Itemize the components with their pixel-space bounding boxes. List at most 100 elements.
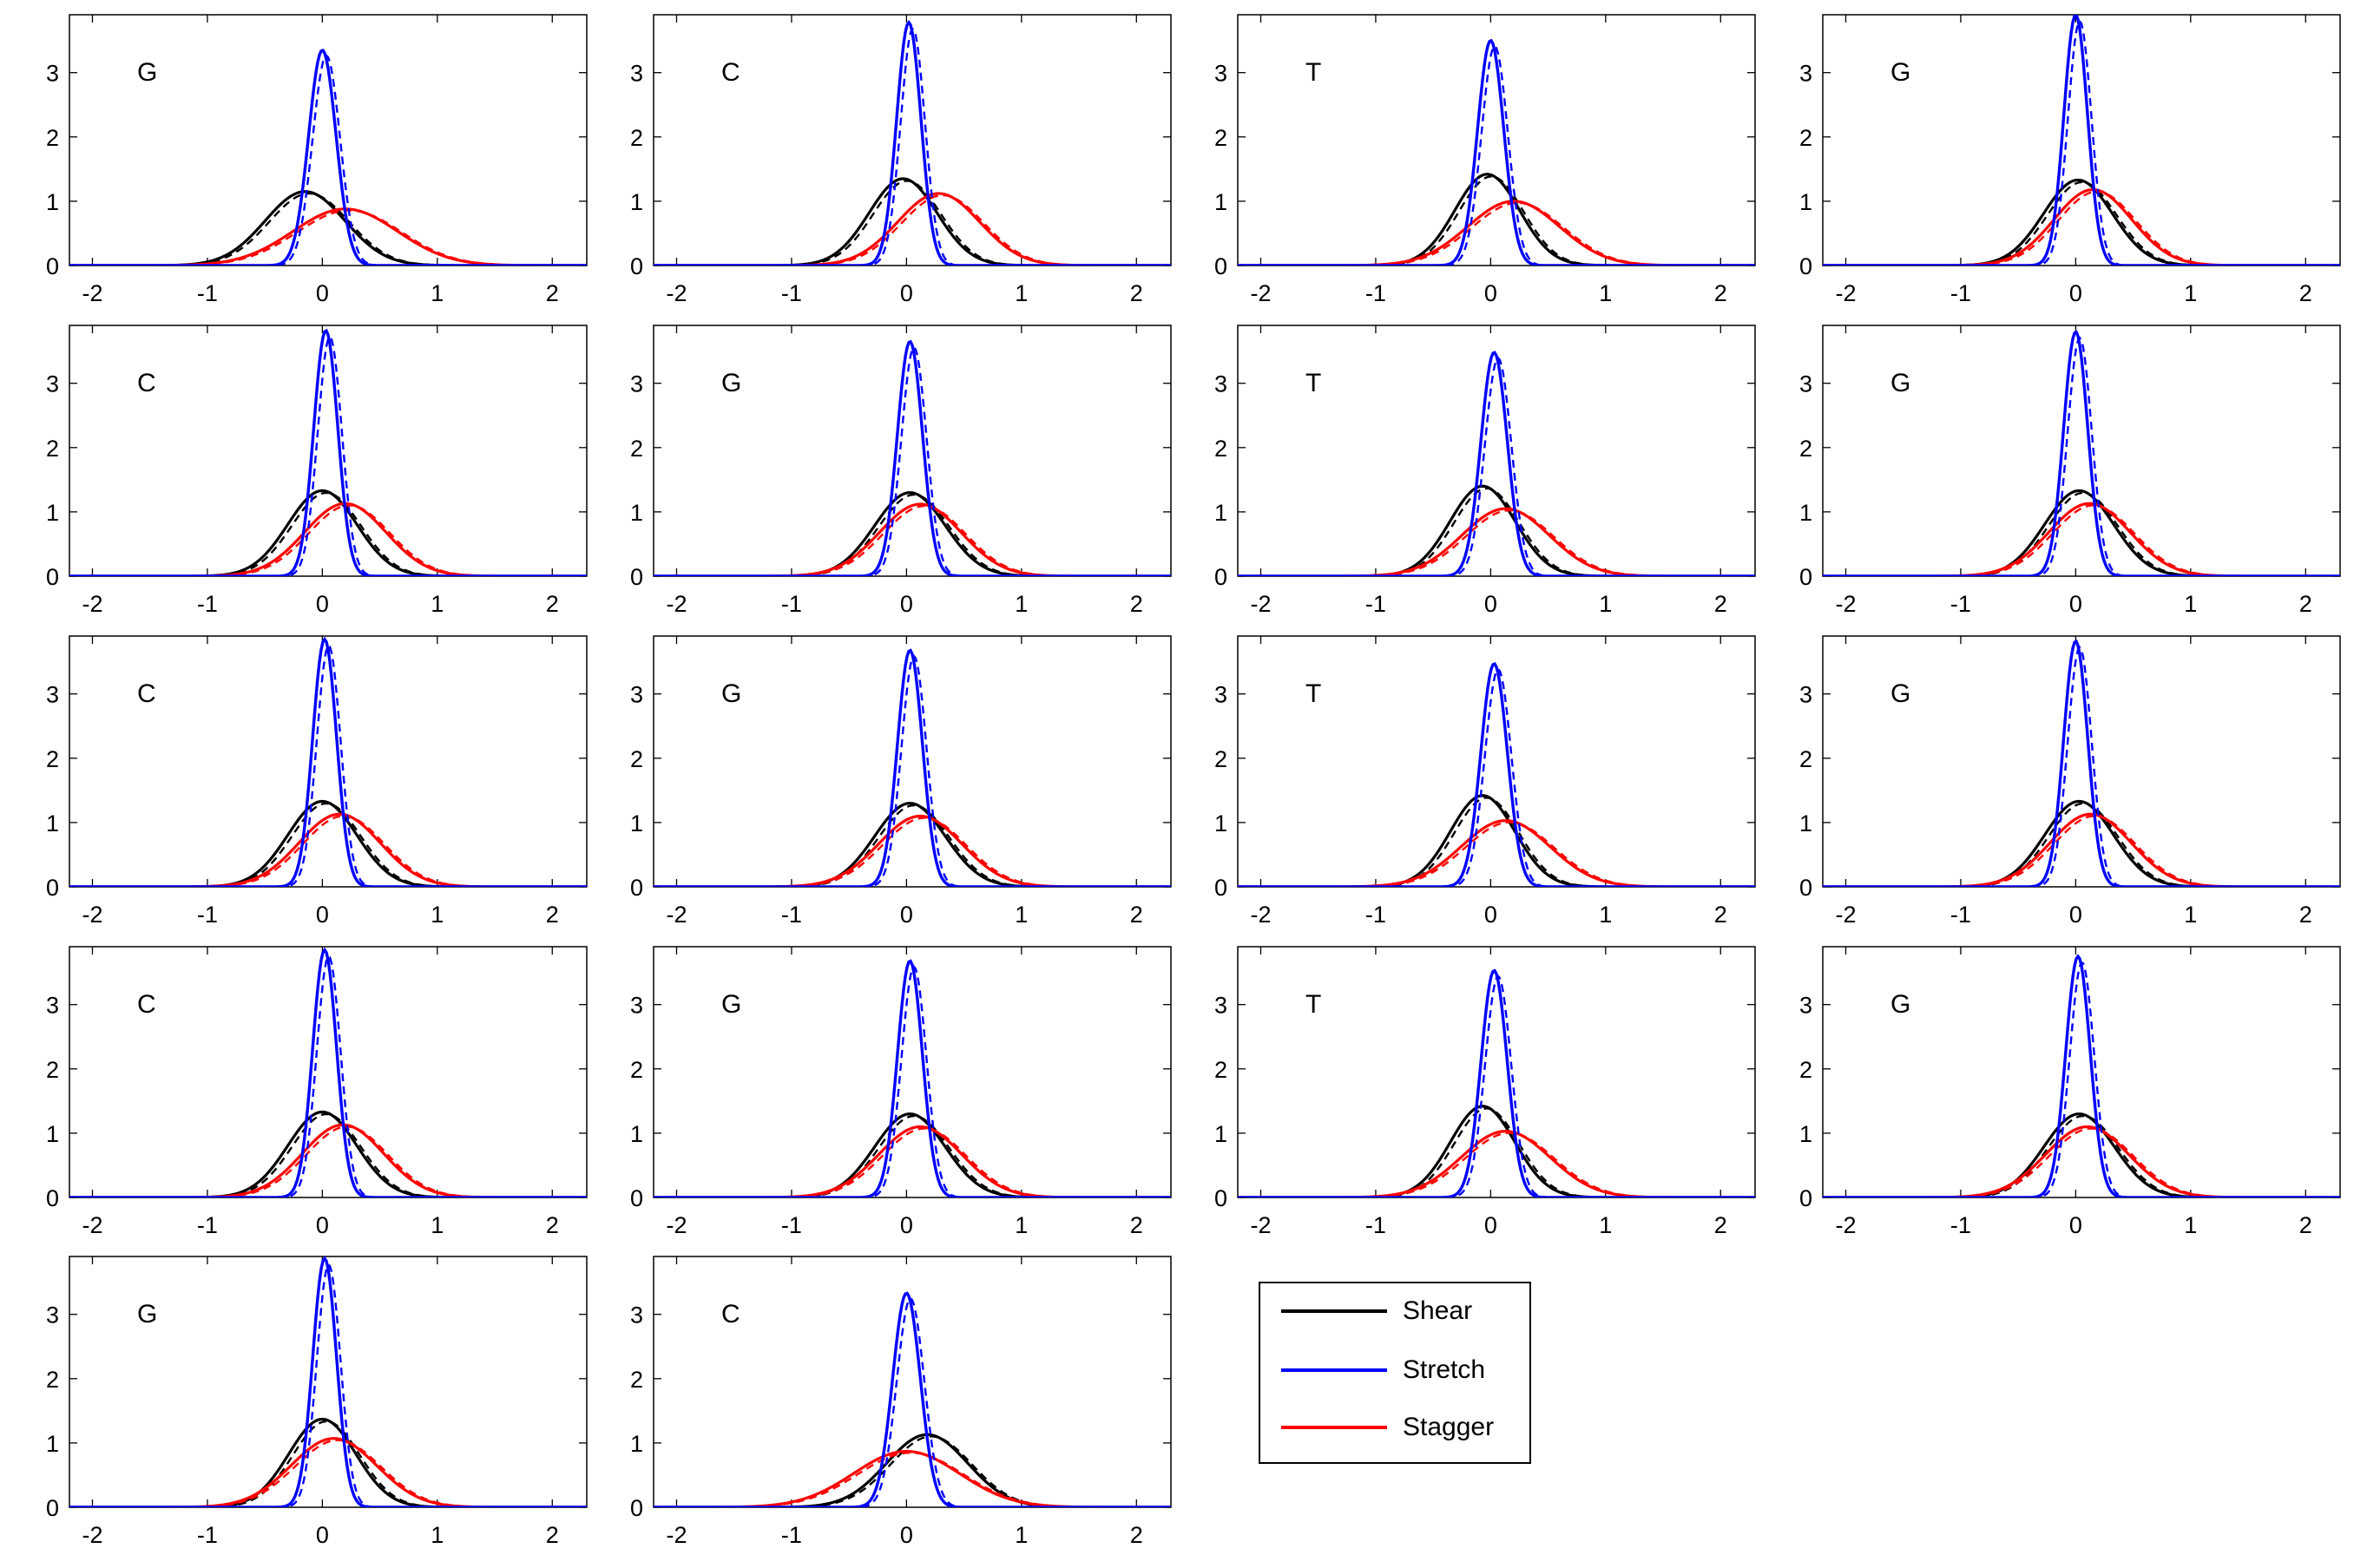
series-shear-dashed — [654, 1435, 1171, 1507]
x-tick-label: -1 — [1365, 902, 1386, 928]
series-shear — [1238, 173, 1755, 266]
y-tick-label: 2 — [1799, 125, 1812, 151]
series-stretch-dashed — [69, 54, 587, 266]
x-tick-label: 1 — [431, 280, 444, 306]
y-tick-label: 2 — [630, 125, 643, 151]
series-stagger-dashed — [69, 1125, 587, 1197]
y-tick-label: 3 — [1799, 61, 1812, 87]
panel-label: T — [1305, 369, 1321, 397]
x-tick-label: 2 — [1130, 280, 1143, 306]
x-tick-label: -1 — [781, 902, 802, 928]
x-tick-label: 2 — [2299, 280, 2312, 306]
panel-label: T — [1305, 58, 1321, 87]
y-tick-label: 2 — [630, 436, 643, 462]
panel-7: -2 -1 0 1 2 0 1 2 3 T — [1214, 325, 1756, 617]
panel-label: T — [1305, 679, 1321, 708]
y-tick-label: 3 — [46, 371, 59, 397]
y-tick-label: 0 — [630, 253, 643, 279]
x-tick-label: -1 — [197, 902, 218, 928]
y-tick-label: 0 — [1214, 253, 1227, 279]
series-stretch — [654, 1291, 1171, 1507]
x-tick-label: 1 — [1599, 280, 1612, 306]
y-tick-label: 2 — [46, 125, 59, 151]
panel-10: -2 -1 0 1 2 0 1 2 3 G — [630, 635, 1172, 928]
panel-1: -2 -1 0 1 2 0 1 2 3 G — [46, 14, 588, 306]
panel-label: G — [721, 369, 741, 397]
x-tick-label: 1 — [2184, 591, 2197, 617]
y-tick-label: 0 — [46, 1185, 59, 1211]
series-shear — [1238, 794, 1755, 887]
y-tick-label: 1 — [1799, 810, 1812, 836]
panel-frame — [69, 325, 588, 577]
x-tick-label: 2 — [546, 902, 559, 928]
panel-label: G — [1890, 369, 1910, 397]
x-tick-label: 0 — [1484, 280, 1497, 306]
series-shear — [69, 1417, 587, 1507]
panel-17: -2 -1 0 1 2 0 1 2 3 G — [46, 1256, 588, 1548]
y-tick-label: 2 — [46, 436, 59, 462]
y-tick-label: 1 — [1214, 810, 1227, 836]
y-tick-label: 1 — [630, 810, 643, 836]
panel-label: G — [137, 1300, 157, 1329]
y-tick-label: 1 — [46, 189, 59, 215]
panel-label: T — [1305, 990, 1321, 1019]
panel-frame — [1237, 325, 1756, 577]
x-tick-label: 1 — [1015, 591, 1028, 617]
y-tick-label: 2 — [630, 1057, 643, 1083]
x-tick-label: -2 — [82, 280, 102, 306]
y-tick-label: 0 — [46, 875, 59, 901]
y-tick-label: 0 — [1799, 875, 1812, 901]
panel-label: C — [137, 679, 156, 708]
x-tick-label: 1 — [431, 1522, 444, 1548]
series-shear — [654, 491, 1171, 576]
x-tick-label: 0 — [2069, 591, 2082, 617]
panel-frame — [69, 14, 588, 266]
x-tick-label: -2 — [1250, 902, 1271, 928]
y-tick-label: 1 — [46, 1121, 59, 1147]
legend-label-stretch: Stretch — [1403, 1355, 1486, 1384]
series-shear — [654, 802, 1171, 887]
series-stretch — [654, 959, 1171, 1197]
x-tick-label: 2 — [1714, 1212, 1727, 1238]
x-tick-label: 0 — [900, 591, 913, 617]
panel-18: -2 -1 0 1 2 0 1 2 3 C — [630, 1256, 1172, 1548]
panel-frame — [69, 1256, 588, 1508]
y-tick-label: 1 — [630, 1121, 643, 1147]
x-tick-label: 2 — [1130, 902, 1143, 928]
x-tick-label: 0 — [316, 1212, 329, 1238]
x-tick-label: -2 — [666, 902, 687, 928]
y-tick-label: 2 — [1799, 746, 1812, 772]
legend-entry-shear: Shear — [1281, 1294, 1472, 1329]
series-shear-dashed — [1823, 802, 2340, 887]
y-tick-label: 3 — [630, 61, 643, 87]
y-tick-label: 1 — [46, 810, 59, 836]
panel-label: C — [721, 58, 740, 87]
series-stretch — [69, 328, 587, 576]
legend-entry-stretch: Stretch — [1281, 1353, 1485, 1388]
y-tick-label: 1 — [1214, 189, 1227, 215]
x-tick-label: -2 — [1250, 280, 1271, 306]
series-stretch-dashed — [654, 1296, 1171, 1507]
series-shear-dashed — [654, 1114, 1171, 1197]
x-tick-label: -1 — [1365, 591, 1386, 617]
panel-15: -2 -1 0 1 2 0 1 2 3 T — [1214, 946, 1756, 1238]
panel-frame — [653, 635, 1172, 888]
panel-label: G — [137, 58, 157, 87]
series-stretch — [1823, 639, 2340, 887]
y-tick-label: 0 — [1214, 875, 1227, 901]
y-tick-label: 1 — [1799, 1121, 1812, 1147]
x-tick-label: -2 — [82, 591, 102, 617]
x-tick-label: 1 — [2184, 280, 2197, 306]
legend-label-shear: Shear — [1403, 1296, 1473, 1325]
x-tick-label: -2 — [1835, 902, 1856, 928]
y-tick-label: 2 — [630, 1367, 643, 1393]
y-tick-label: 2 — [1214, 125, 1227, 151]
x-tick-label: 1 — [1599, 902, 1612, 928]
x-tick-label: 1 — [2184, 902, 2197, 928]
y-tick-label: 1 — [1799, 500, 1812, 526]
panel-frame — [653, 1256, 1172, 1508]
panel-label: C — [137, 990, 156, 1019]
x-tick-label: -2 — [1835, 280, 1856, 306]
y-tick-label: 2 — [1214, 1057, 1227, 1083]
series-stretch — [1823, 15, 2340, 266]
